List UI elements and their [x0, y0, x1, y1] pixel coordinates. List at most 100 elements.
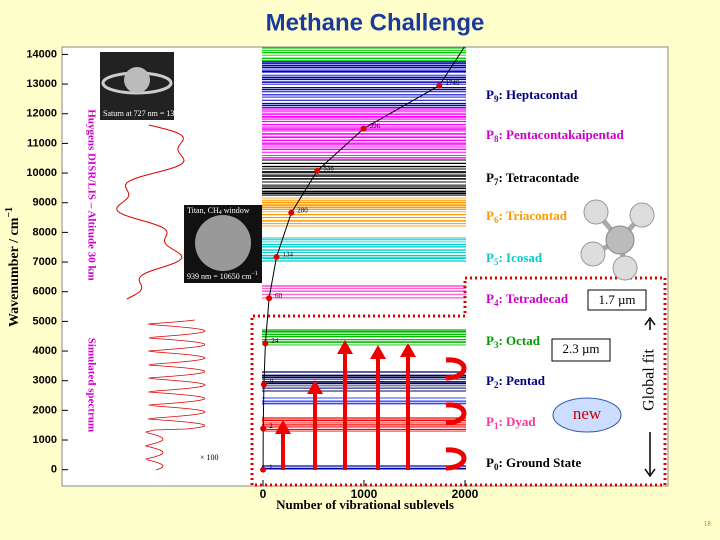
- polyad-text: : Tetracontade: [498, 170, 579, 185]
- y-tick-label: 11000: [27, 137, 57, 149]
- polyad-label: P4: Tetradecad: [486, 291, 569, 308]
- point-label: 2: [269, 422, 273, 430]
- y-tick-label: 6000: [33, 286, 57, 298]
- bands: [262, 47, 466, 470]
- scale-label: × 100: [200, 453, 219, 462]
- point: [260, 381, 267, 388]
- y-tick-label: 7000: [33, 256, 57, 268]
- point: [273, 254, 280, 261]
- point-label: 1: [269, 463, 273, 471]
- polyad-label: P8: Pentacontakaipentad: [486, 127, 625, 144]
- polyad-label: P1: Dyad: [486, 414, 536, 431]
- curved-arrow: [445, 357, 467, 381]
- polyad-symbol: P: [486, 127, 494, 142]
- polyad-label: P0: Ground State: [486, 455, 582, 472]
- y-tick-label: 8000: [33, 226, 57, 238]
- point: [260, 425, 267, 432]
- fit-region: [250, 276, 667, 487]
- point-label: 1746: [445, 79, 460, 87]
- polyad-symbol: P: [486, 87, 494, 102]
- point-label: 538: [323, 164, 334, 172]
- polyad-symbol: P: [486, 373, 494, 388]
- polyad-label: P5: Icosad: [486, 250, 543, 267]
- polyad-text: : Pentad: [498, 373, 545, 388]
- x-tick-label: 0: [260, 487, 267, 501]
- arrow-head: [337, 340, 353, 354]
- titan-body: [195, 215, 251, 271]
- polyad-text: : Icosad: [498, 250, 542, 265]
- polyad-label: P6: Triacontad: [486, 208, 568, 225]
- arrow-head: [307, 380, 323, 394]
- global-fit-label: Global fit: [641, 349, 658, 411]
- y-tick-label: 2000: [33, 404, 57, 416]
- global-fit-arrows: [644, 316, 656, 478]
- arrow-head: [400, 343, 416, 357]
- point: [288, 209, 295, 216]
- polyad-sub: 7: [494, 177, 499, 187]
- simulated-label: Simulated spectrum: [85, 338, 97, 432]
- band1-box: [587, 289, 647, 311]
- curved-arrow: [445, 447, 467, 471]
- y-tick-label: 4000: [33, 345, 57, 357]
- point-label: 60: [275, 292, 283, 300]
- saturn-caption: Saturn at 727 nm = 13755 cm−1: [103, 108, 205, 117]
- arrow-head: [275, 420, 291, 434]
- y-tick-label: 1000: [33, 434, 57, 446]
- polyad-symbol: P: [486, 170, 494, 185]
- y-tick-label: 0: [51, 464, 57, 476]
- y-axis-label: Wavenumber / cm−1: [4, 207, 22, 327]
- point: [262, 340, 269, 347]
- polyad-sub: 4: [494, 298, 499, 308]
- point-label: 9: [270, 378, 274, 386]
- methane-molecule: [580, 199, 655, 281]
- titan-caption: Titan, CH4 window: [187, 206, 250, 217]
- curved-arrow: [445, 402, 467, 426]
- polyad-symbol: P: [486, 208, 494, 223]
- new-label: new: [573, 404, 602, 423]
- polyad-label: P9: Heptacontad: [486, 87, 578, 104]
- polyad-sub: 3: [494, 340, 499, 350]
- observed-spectrum: [116, 124, 185, 300]
- point: [266, 295, 273, 302]
- polyad-sub: 9: [494, 94, 499, 104]
- x-tick-label: 1000: [351, 487, 378, 501]
- polyad-label: P3: Octad: [486, 333, 541, 350]
- band2-box: [551, 338, 611, 362]
- polyad-text: : Ground State: [498, 455, 581, 470]
- polyad-symbol: P: [486, 250, 494, 265]
- simulated-spectrum: [144, 319, 206, 471]
- point-label: 24: [271, 337, 279, 345]
- polyad-text: : Dyad: [498, 414, 536, 429]
- y-tick-label: 5000: [33, 315, 57, 327]
- point: [360, 125, 367, 132]
- polyad-sub: 6: [494, 215, 499, 225]
- point-label: 280: [297, 206, 308, 214]
- polyad-sub: 1: [494, 421, 499, 431]
- polyad-symbol: P: [486, 414, 494, 429]
- page-number: 18: [704, 522, 711, 528]
- point-label: 996: [370, 122, 381, 130]
- polyad-label: P2: Pentad: [486, 373, 546, 390]
- point: [436, 82, 443, 89]
- y-tick-label: 14000: [26, 48, 57, 60]
- polyad-text: : Triacontad: [498, 208, 567, 223]
- point: [260, 466, 267, 473]
- polyad-sub: 5: [494, 257, 499, 267]
- observed-label: Huygens DISR/LIS – Altitude 30 km: [85, 109, 97, 280]
- band1-label: 1.7 µm: [598, 292, 635, 307]
- saturn-body: [124, 67, 150, 93]
- x-axis-label: Number of vibrational sublevels: [276, 497, 454, 512]
- band2-label: 2.3 µm: [562, 341, 599, 356]
- polyad-text: : Tetradecad: [498, 291, 568, 306]
- polyad-sub: 2: [494, 380, 499, 390]
- titan-caption: 939 nm = 10650 cm−1: [187, 271, 258, 280]
- polyad-text: : Heptacontad: [498, 87, 578, 102]
- polyad-text: : Pentacontakaipentad: [498, 127, 624, 142]
- arrows: [275, 340, 467, 471]
- x-tick-label: 2000: [452, 487, 479, 501]
- polyad-symbol: P: [486, 333, 494, 348]
- polyad-text: : Octad: [498, 333, 540, 348]
- y-tick-label: 13000: [26, 78, 57, 90]
- polyad-symbol: P: [486, 291, 494, 306]
